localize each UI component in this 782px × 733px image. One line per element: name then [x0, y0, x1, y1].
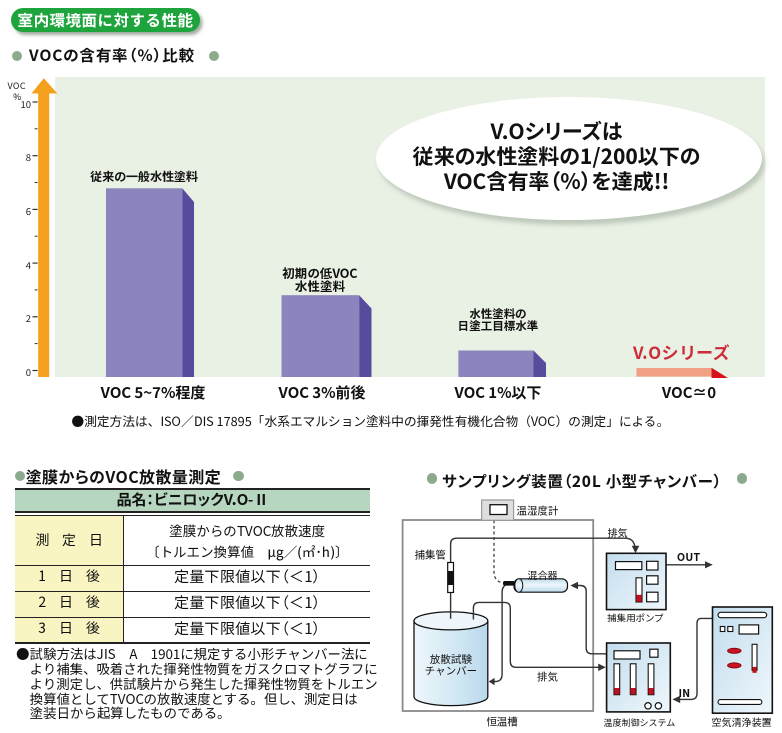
svg-text:捕集管: 捕集管 — [415, 548, 447, 563]
svg-text:空気清浄装置: 空気清浄装置 — [712, 714, 772, 729]
svg-text:放散試験: 放散試験 — [430, 652, 472, 667]
svg-text:OUT: OUT — [677, 550, 700, 565]
svg-text:チャンバー: チャンバー — [425, 664, 477, 679]
svg-text:温湿度計: 温湿度計 — [517, 504, 559, 519]
svg-text:温度制御システム: 温度制御システム — [604, 716, 676, 729]
svg-text:恒温槽: 恒温槽 — [486, 715, 518, 730]
svg-text:捕集用ポンプ: 捕集用ポンプ — [607, 611, 664, 625]
svg-text:IN: IN — [679, 686, 691, 701]
svg-text:排気: 排気 — [608, 525, 628, 540]
svg-text:排気: 排気 — [537, 670, 558, 685]
svg-text:混合器: 混合器 — [528, 567, 559, 582]
